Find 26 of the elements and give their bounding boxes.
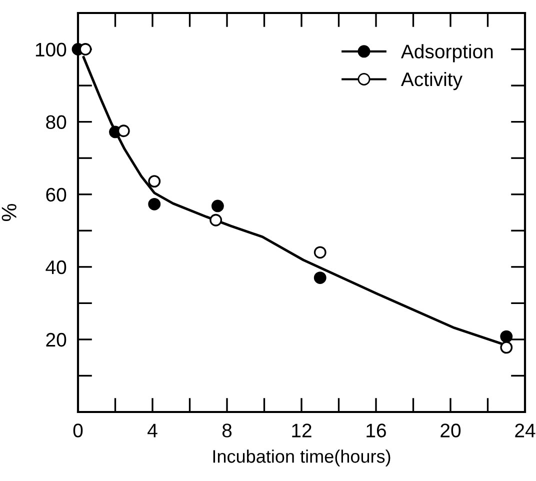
legend-label: Activity [400,72,462,90]
x-tick-label: 24 [515,424,536,438]
y-tick-label: 20 [46,332,66,347]
y-tick-label: 100 [36,42,66,57]
point [148,198,161,210]
point [211,200,224,212]
x-tick-label: 20 [440,424,461,438]
point [79,43,92,56]
x-tick-label: 4 [148,424,158,438]
point [500,341,513,354]
legend-label: Adsorption [400,44,493,62]
x-tick-label: 0 [73,424,83,438]
y-tick-label: 80 [46,115,66,130]
point [314,246,326,259]
point [314,272,326,284]
point [210,214,222,226]
y-axis-title: % [2,204,16,222]
y-tick-label: 40 [46,260,66,274]
point [117,124,130,138]
point [500,330,513,343]
x-tick-label: 16 [366,424,386,438]
x-tick-label: 12 [292,424,312,438]
y-tick-label: 60 [46,188,66,202]
x-tick-label: 8 [222,424,232,438]
x-axis-title: Incubation time(hours) [213,450,390,466]
point [148,175,161,188]
